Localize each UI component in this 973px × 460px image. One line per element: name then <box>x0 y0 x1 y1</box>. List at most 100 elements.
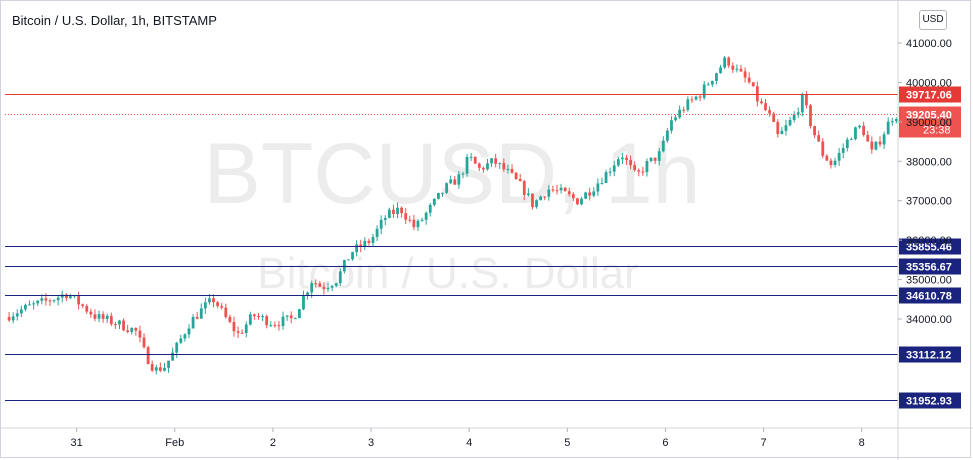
candle-up <box>894 118 898 122</box>
candle-up <box>715 73 718 81</box>
candle-down <box>81 304 85 306</box>
candle-down <box>641 171 645 173</box>
candle-up <box>248 314 252 325</box>
candle-up <box>841 148 845 153</box>
candle-up <box>882 134 886 145</box>
candle-up <box>833 160 837 165</box>
candle-down <box>477 163 481 168</box>
candle-up <box>269 325 273 327</box>
last-price-label: 39205.40 <box>906 110 952 122</box>
candle-down <box>629 159 632 166</box>
candle-up <box>363 240 367 248</box>
candle-up <box>735 68 739 70</box>
candle-down <box>690 99 694 101</box>
candle-down <box>101 314 105 319</box>
candle-down <box>240 332 244 334</box>
candle-down <box>7 317 11 321</box>
candle-up <box>171 352 175 361</box>
candle-up <box>621 157 624 160</box>
candle-up <box>645 161 649 173</box>
candle-up <box>706 84 710 86</box>
candle-up <box>347 259 350 261</box>
candle-down <box>494 158 498 164</box>
candle-down <box>195 316 199 319</box>
watermark-layer: BTCUSD, 1h Bitcoin / U.S. Dollar <box>203 126 700 298</box>
price-tick-label: 35000.00 <box>906 275 952 287</box>
candle-up <box>547 189 551 197</box>
candle-down <box>322 286 326 290</box>
time-tick-label: 5 <box>564 437 570 449</box>
price-tick-label: 40000.00 <box>906 77 952 89</box>
support-level-tag <box>899 238 961 255</box>
candle-up <box>32 303 36 305</box>
candle-up <box>616 159 620 166</box>
currency-button[interactable]: USD <box>919 10 947 30</box>
candle-up <box>97 314 101 319</box>
candle-up <box>596 183 600 192</box>
candle-down <box>878 141 882 145</box>
candle-down <box>289 315 293 319</box>
candle-down <box>412 219 416 228</box>
candles-layer <box>7 55 898 375</box>
candle-up <box>130 327 134 333</box>
candle-up <box>281 316 285 327</box>
candle-down <box>870 141 874 150</box>
candle-down <box>265 316 269 326</box>
candle-down <box>146 347 150 364</box>
candle-up <box>465 156 469 174</box>
candle-up <box>60 294 64 298</box>
levels-layer: 39717.06 35855.46 35356.67 34610.78 33112.12… <box>5 86 961 409</box>
time-tick-label: Feb <box>165 437 184 449</box>
candle-down <box>224 307 228 317</box>
candle-up <box>612 165 616 172</box>
candle-down <box>236 331 240 333</box>
candle-up <box>539 196 543 201</box>
watermark-name: Bitcoin / U.S. Dollar <box>257 249 638 298</box>
candle-down <box>122 320 125 331</box>
support-level-label: 33112.12 <box>906 350 951 362</box>
price-tick-label: 41000.00 <box>906 38 952 50</box>
candle-up <box>535 200 538 207</box>
candle-up <box>592 191 596 196</box>
candle-down <box>400 207 404 214</box>
candle-up <box>780 130 784 135</box>
candle-down <box>150 363 154 371</box>
price-tick-label: 38000.00 <box>906 156 952 168</box>
candle-up <box>498 163 502 165</box>
candle-down <box>755 86 759 102</box>
candle-up <box>432 198 436 205</box>
candle-up <box>379 219 383 229</box>
candle-up <box>302 295 305 310</box>
candle-down <box>522 181 526 196</box>
candle-up <box>506 168 510 170</box>
candle-up <box>788 120 792 126</box>
support-level-label: 34610.78 <box>906 291 952 303</box>
candle-up <box>69 296 72 299</box>
candle-down <box>633 165 637 171</box>
candle-down <box>89 311 93 315</box>
candle-down <box>518 179 522 182</box>
candle-up <box>105 315 109 319</box>
candle-down <box>862 125 866 135</box>
candle-up <box>600 183 604 185</box>
candle-up <box>845 139 849 149</box>
candle-up <box>297 309 301 319</box>
time-tick-label: 6 <box>662 437 668 449</box>
candle-up <box>719 67 722 74</box>
candle-up <box>11 316 15 321</box>
chart-title: Bitcoin / U.S. Dollar, 1h, BITSTAMP <box>12 13 217 28</box>
candle-down <box>514 172 518 180</box>
support-level-label: 35855.46 <box>906 242 952 254</box>
candle-up <box>649 157 653 162</box>
candle-up <box>167 360 170 368</box>
candle-down <box>216 302 220 307</box>
last-price-tag <box>899 106 961 138</box>
time-tick-label: 4 <box>466 437 472 449</box>
candle-up <box>657 151 661 161</box>
candle-up <box>874 141 878 150</box>
candle-down <box>408 219 412 221</box>
candle-down <box>637 170 641 172</box>
